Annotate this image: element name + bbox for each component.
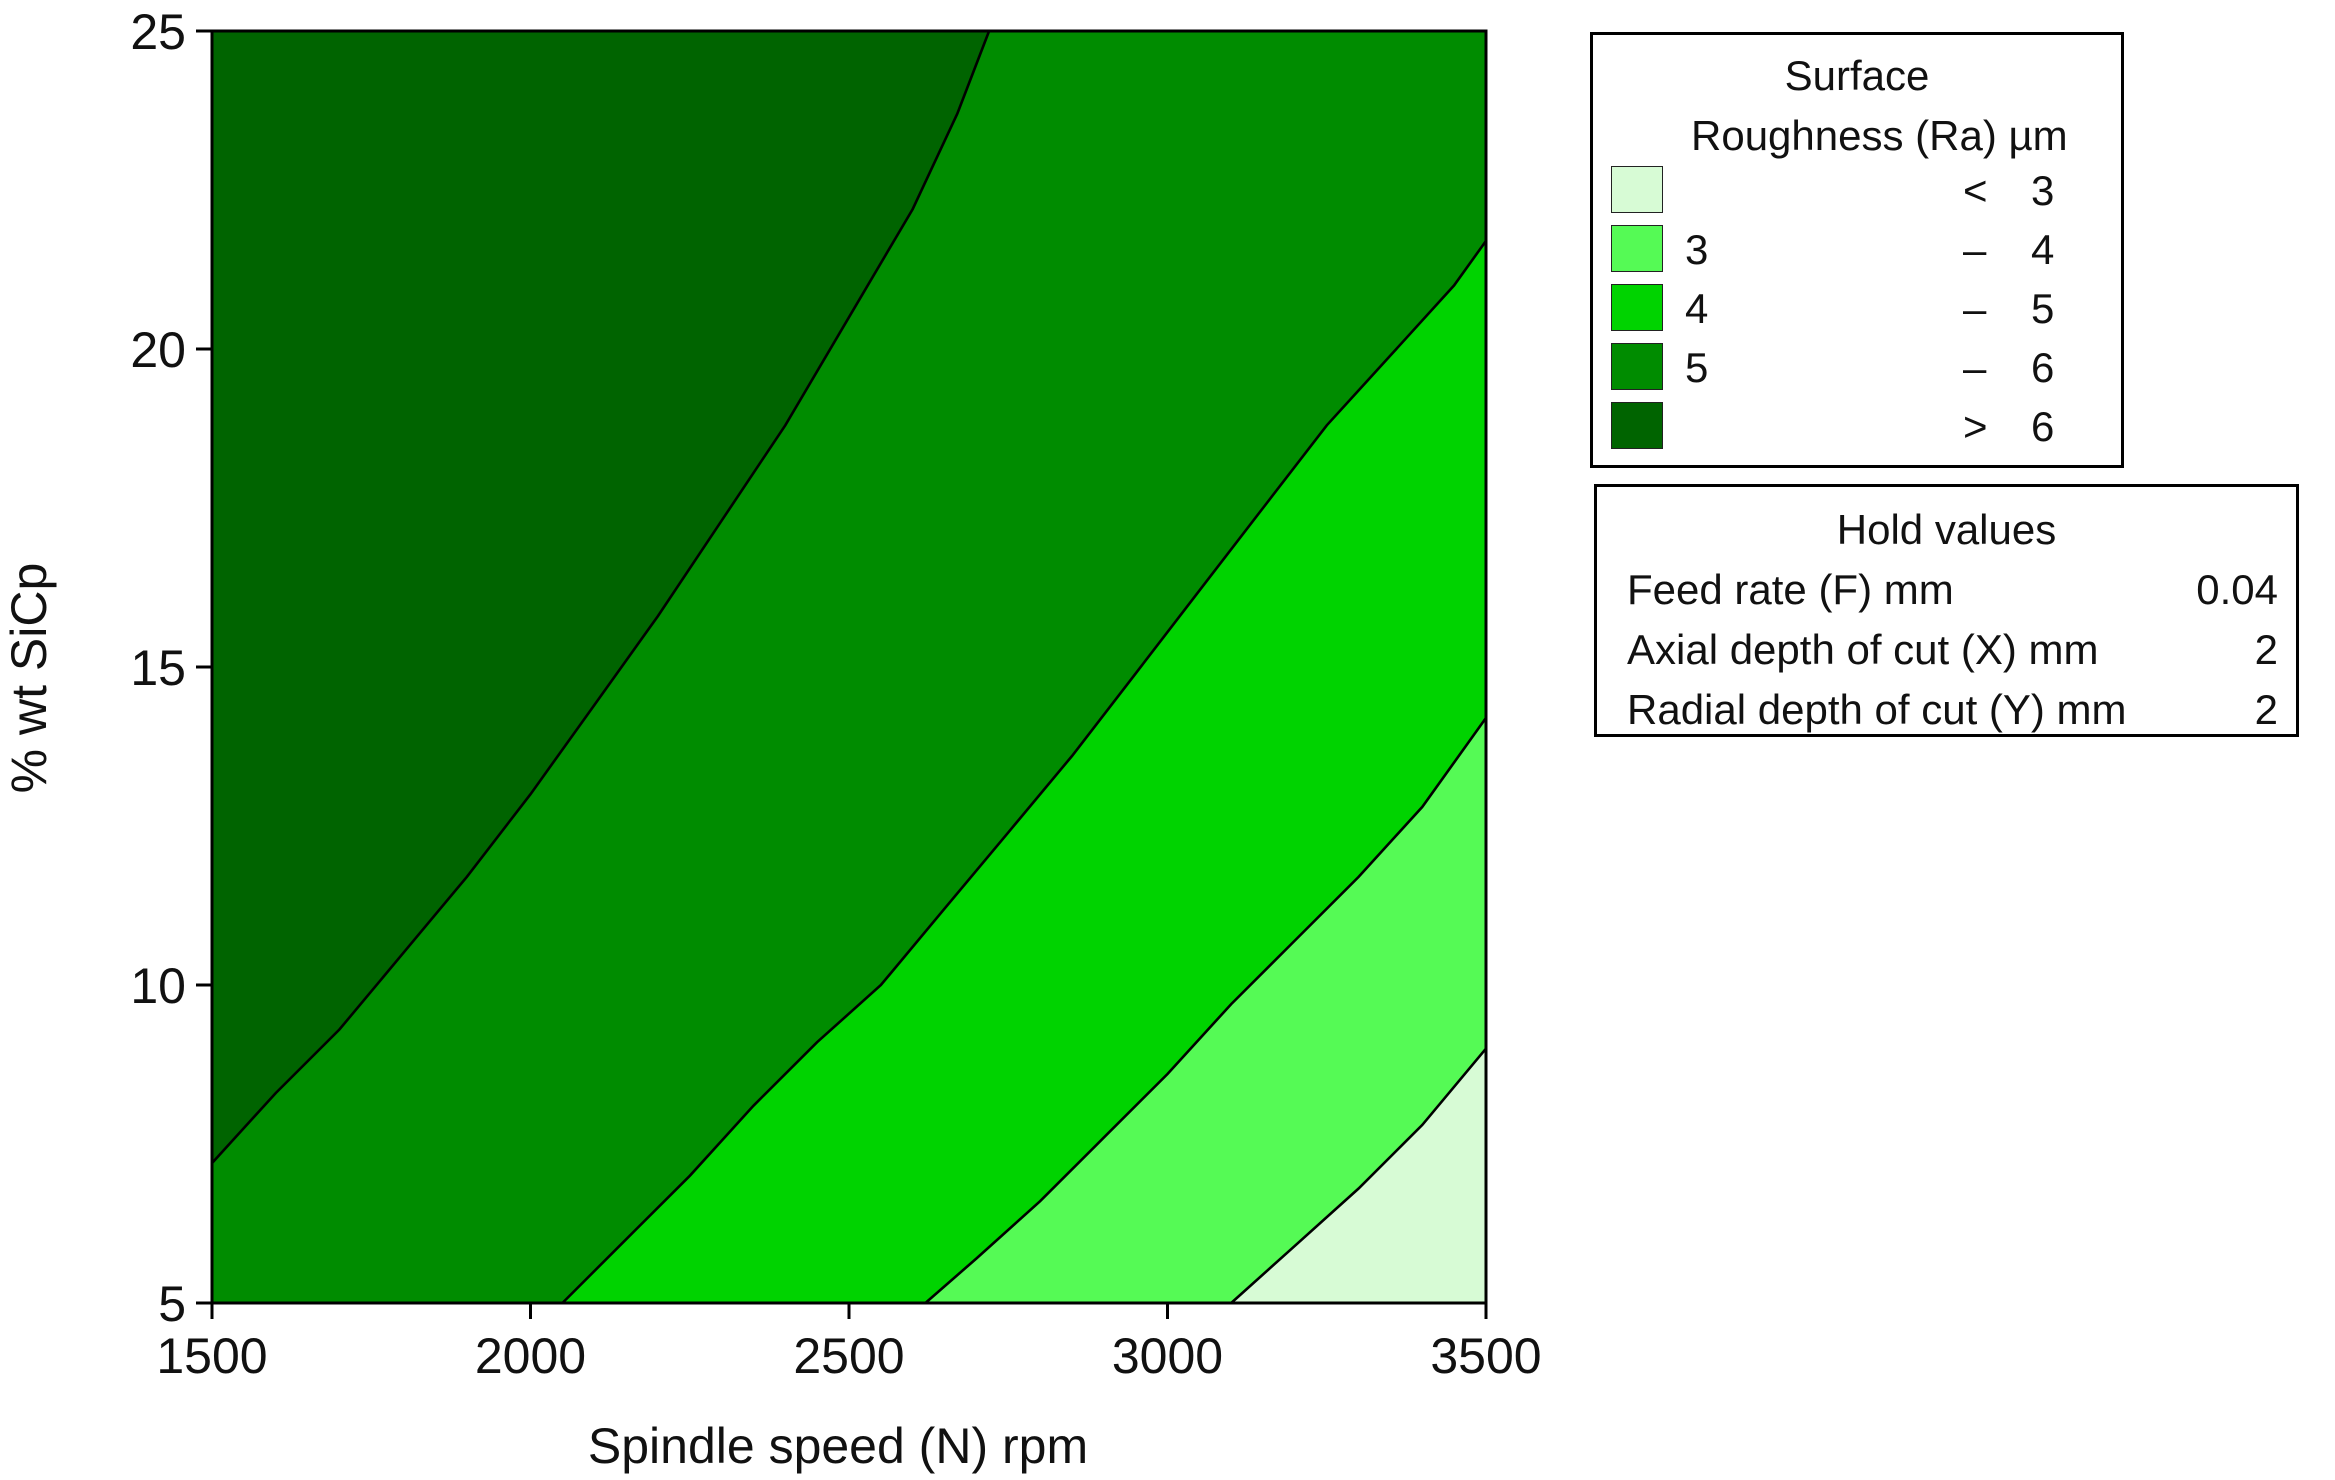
y-tick-label: 5 (158, 1276, 186, 1332)
x-tick-label: 1500 (156, 1328, 267, 1384)
legend-item-right: 6 (2031, 403, 2055, 450)
legend-swatch (1611, 166, 1663, 213)
y-axis-label: % wt SiCp (1, 563, 57, 794)
legend-swatch (1611, 343, 1663, 390)
legend-swatch (1611, 225, 1663, 272)
region-gt-6 (212, 31, 990, 1164)
legend-swatch (1611, 402, 1663, 449)
legend-item-right: 5 (2031, 285, 2055, 332)
hold-values-title: Hold values (1836, 506, 2057, 553)
contour-chart: 1500 2000 2500 3000 3500 5 10 15 20 25 Spindle s… (1, 4, 1542, 1474)
hold-row-label: Axial depth of cut (X) mm (1627, 626, 2099, 673)
y-tick-label: 20 (130, 322, 186, 378)
contour-regions (212, 31, 1486, 1303)
x-tick-label: 3500 (1430, 1328, 1541, 1384)
legend-item-left: 3 (1685, 226, 1709, 273)
legend-title-line2: Roughness (Ra) µm (1691, 112, 2068, 159)
x-tick-label: 3000 (1112, 1328, 1223, 1384)
legend-title-line1: Surface (1784, 52, 1930, 99)
hold-row-label: Feed rate (F) mm (1627, 566, 1954, 613)
region-3-4 (925, 717, 1486, 1303)
y-tick-label: 10 (130, 958, 186, 1014)
contour-line-4 (924, 717, 1488, 1304)
x-axis-label: Spindle speed (N) rpm (588, 1418, 1088, 1474)
x-tick-label: 2500 (793, 1328, 904, 1384)
legend-item-right: 3 (2031, 167, 2055, 214)
legend-swatch (1611, 284, 1663, 331)
contour-line-3 (1230, 1047, 1487, 1304)
hold-row-value: 2 (2254, 626, 2278, 673)
y-tick-label: 25 (130, 4, 186, 60)
region-lt-3 (1231, 1048, 1486, 1303)
contour-lines (211, 30, 1488, 1304)
legend-item-right: 6 (2031, 344, 2055, 391)
y-axis: 5 10 15 20 25 (130, 4, 212, 1332)
x-tick-label: 2000 (475, 1328, 586, 1384)
legend-item-left: 4 (1685, 285, 1709, 332)
contour-line-5 (561, 240, 1488, 1304)
hold-row-label: Radial depth of cut (Y) mm (1627, 686, 2127, 733)
hold-row-value: 0.04 (2196, 566, 2278, 613)
hold-values-panel: Hold values Feed rate (F) mm 0.04 Axial de… (1594, 484, 2299, 737)
contour-line-6 (211, 30, 991, 1164)
legend-item-right: 4 (2031, 226, 2055, 273)
legend-item-dash: – (1963, 226, 1987, 273)
legend-item-dash: < (1963, 167, 1988, 214)
x-axis: 1500 2000 2500 3000 3500 (156, 1303, 1542, 1384)
legend-item-dash: – (1963, 344, 1987, 391)
legend-item-dash: – (1963, 285, 1987, 332)
legend-item-dash: > (1963, 403, 1988, 450)
y-tick-label: 15 (130, 640, 186, 696)
hold-row-value: 2 (2254, 686, 2278, 733)
legend-item-left: 5 (1685, 344, 1709, 391)
legend: Surface Roughness (Ra) µm <3 3–4 4–5 5–6 >6 (1590, 32, 2124, 468)
